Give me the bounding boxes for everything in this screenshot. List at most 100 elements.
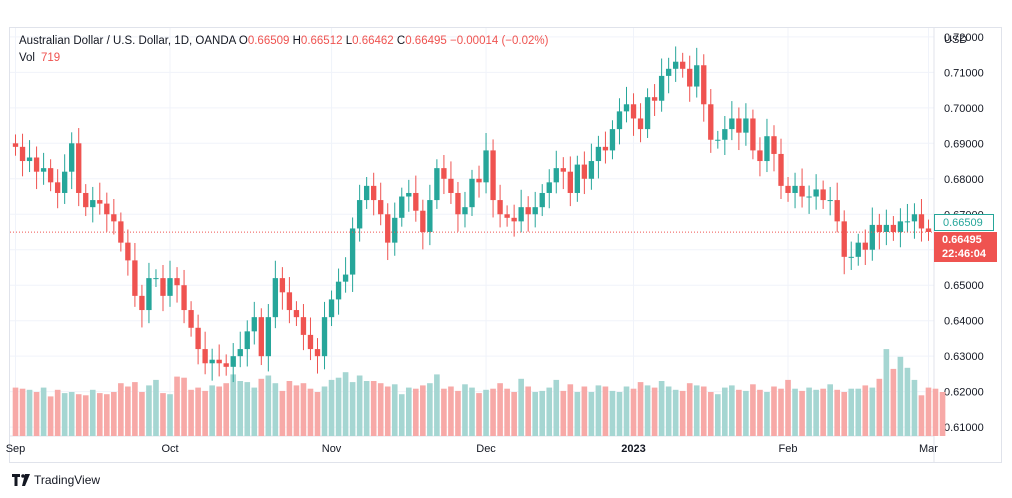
volume-bar [750, 384, 756, 436]
volume-bar [427, 383, 433, 436]
candle-body [525, 207, 531, 215]
volume-bar [160, 393, 166, 436]
volume-bar [356, 375, 363, 436]
volume-bar [736, 389, 742, 436]
volume-bar [146, 385, 152, 436]
volume-bar [490, 388, 496, 436]
candle-body [904, 221, 911, 223]
volume-bar [75, 394, 82, 436]
candle-body [792, 185, 798, 193]
volume-bar [293, 385, 300, 436]
volume-bar [904, 367, 911, 436]
candle-body [637, 118, 644, 130]
candle-body [385, 214, 391, 243]
volume-bar [644, 385, 651, 436]
volume-bar [391, 384, 398, 436]
volume-bar [223, 383, 230, 436]
candle-body [532, 207, 538, 215]
volume-bar [918, 395, 925, 436]
high-price-tag: 0.66509 [934, 214, 994, 231]
brand-name: TradingView [34, 473, 101, 487]
candle-body [371, 185, 377, 201]
volume-bar [595, 385, 602, 436]
volume-bar [19, 388, 26, 436]
candle-body [265, 317, 272, 357]
volume-bar [265, 375, 272, 436]
candle-body [363, 185, 370, 201]
candle-body [33, 157, 40, 172]
candle-body [715, 139, 721, 141]
low-label: L [345, 35, 353, 47]
volume-bar [820, 388, 826, 436]
x-tick-label: 2023 [621, 443, 645, 455]
volume-bar [455, 390, 461, 436]
candle-body [518, 207, 524, 222]
high-label: H [292, 35, 301, 47]
current-price-value: 0.66495 [942, 234, 982, 246]
candle-body [12, 143, 19, 147]
volume-bar [118, 383, 124, 436]
candle-body [342, 274, 349, 282]
symbol-legend: Australian Dollar / U.S. Dollar, 1D, OAN… [19, 35, 548, 47]
volume-bar [244, 382, 251, 436]
close-value: 0.66495 [405, 35, 447, 47]
volume-bar [12, 387, 19, 436]
candle-body [462, 207, 468, 215]
volume-bar [693, 385, 700, 436]
tradingview-logo-icon [12, 474, 30, 486]
x-tick-label: Sep [6, 443, 26, 455]
candle-body [349, 228, 356, 275]
candle-body [392, 217, 398, 243]
candle-body [19, 146, 26, 162]
y-tick-label: 0.61000 [944, 422, 984, 434]
candle-body [511, 217, 517, 222]
candle-body [300, 317, 307, 335]
volume-bar [785, 379, 791, 436]
candle-body [785, 185, 791, 193]
candle-body [223, 363, 229, 367]
y-tick-label: 0.71000 [944, 67, 984, 79]
volume-bar [792, 388, 798, 436]
volume-bar [686, 383, 693, 436]
volume-bar [707, 392, 714, 436]
candle-body [104, 203, 110, 215]
y-tick-label: 0.62000 [944, 387, 984, 399]
volume-bar [251, 387, 258, 436]
candle-body [118, 221, 124, 243]
volume-bar [61, 393, 68, 436]
candle-body [328, 299, 335, 318]
candle-body [427, 200, 433, 232]
volume-bar [96, 393, 103, 436]
volume-bar [321, 386, 328, 436]
candle-body [237, 349, 243, 357]
volume-bar [799, 390, 805, 436]
volume-bar [181, 377, 187, 436]
candle-body [553, 168, 559, 183]
volume-bar [307, 388, 314, 436]
candle-body [434, 168, 440, 201]
brand-logo[interactable]: TradingView [12, 473, 100, 487]
volume-bar [272, 383, 279, 436]
symbol-name[interactable]: Australian Dollar / U.S. Dollar, 1D, OAN… [19, 35, 236, 47]
candle-body [195, 327, 201, 350]
volume-bar [174, 376, 180, 436]
candle-body [314, 349, 321, 357]
volume-bar [47, 396, 54, 436]
volume-bar [384, 386, 391, 436]
volume-bar [588, 392, 595, 436]
volume-bar [616, 392, 623, 436]
volume-bar [33, 392, 40, 436]
volume-bar [855, 388, 862, 436]
candle-body [160, 278, 166, 296]
candle-body [132, 260, 138, 296]
volume-bar [764, 392, 770, 436]
volume-bar [202, 390, 208, 436]
candle-body [743, 118, 749, 133]
volume-legend[interactable]: Vol 719 [19, 52, 60, 64]
volume-bar [469, 387, 475, 436]
volume-bar [434, 374, 440, 436]
x-tick-label: Dec [476, 443, 496, 455]
candle-body [701, 65, 707, 105]
volume-bar [841, 392, 848, 436]
